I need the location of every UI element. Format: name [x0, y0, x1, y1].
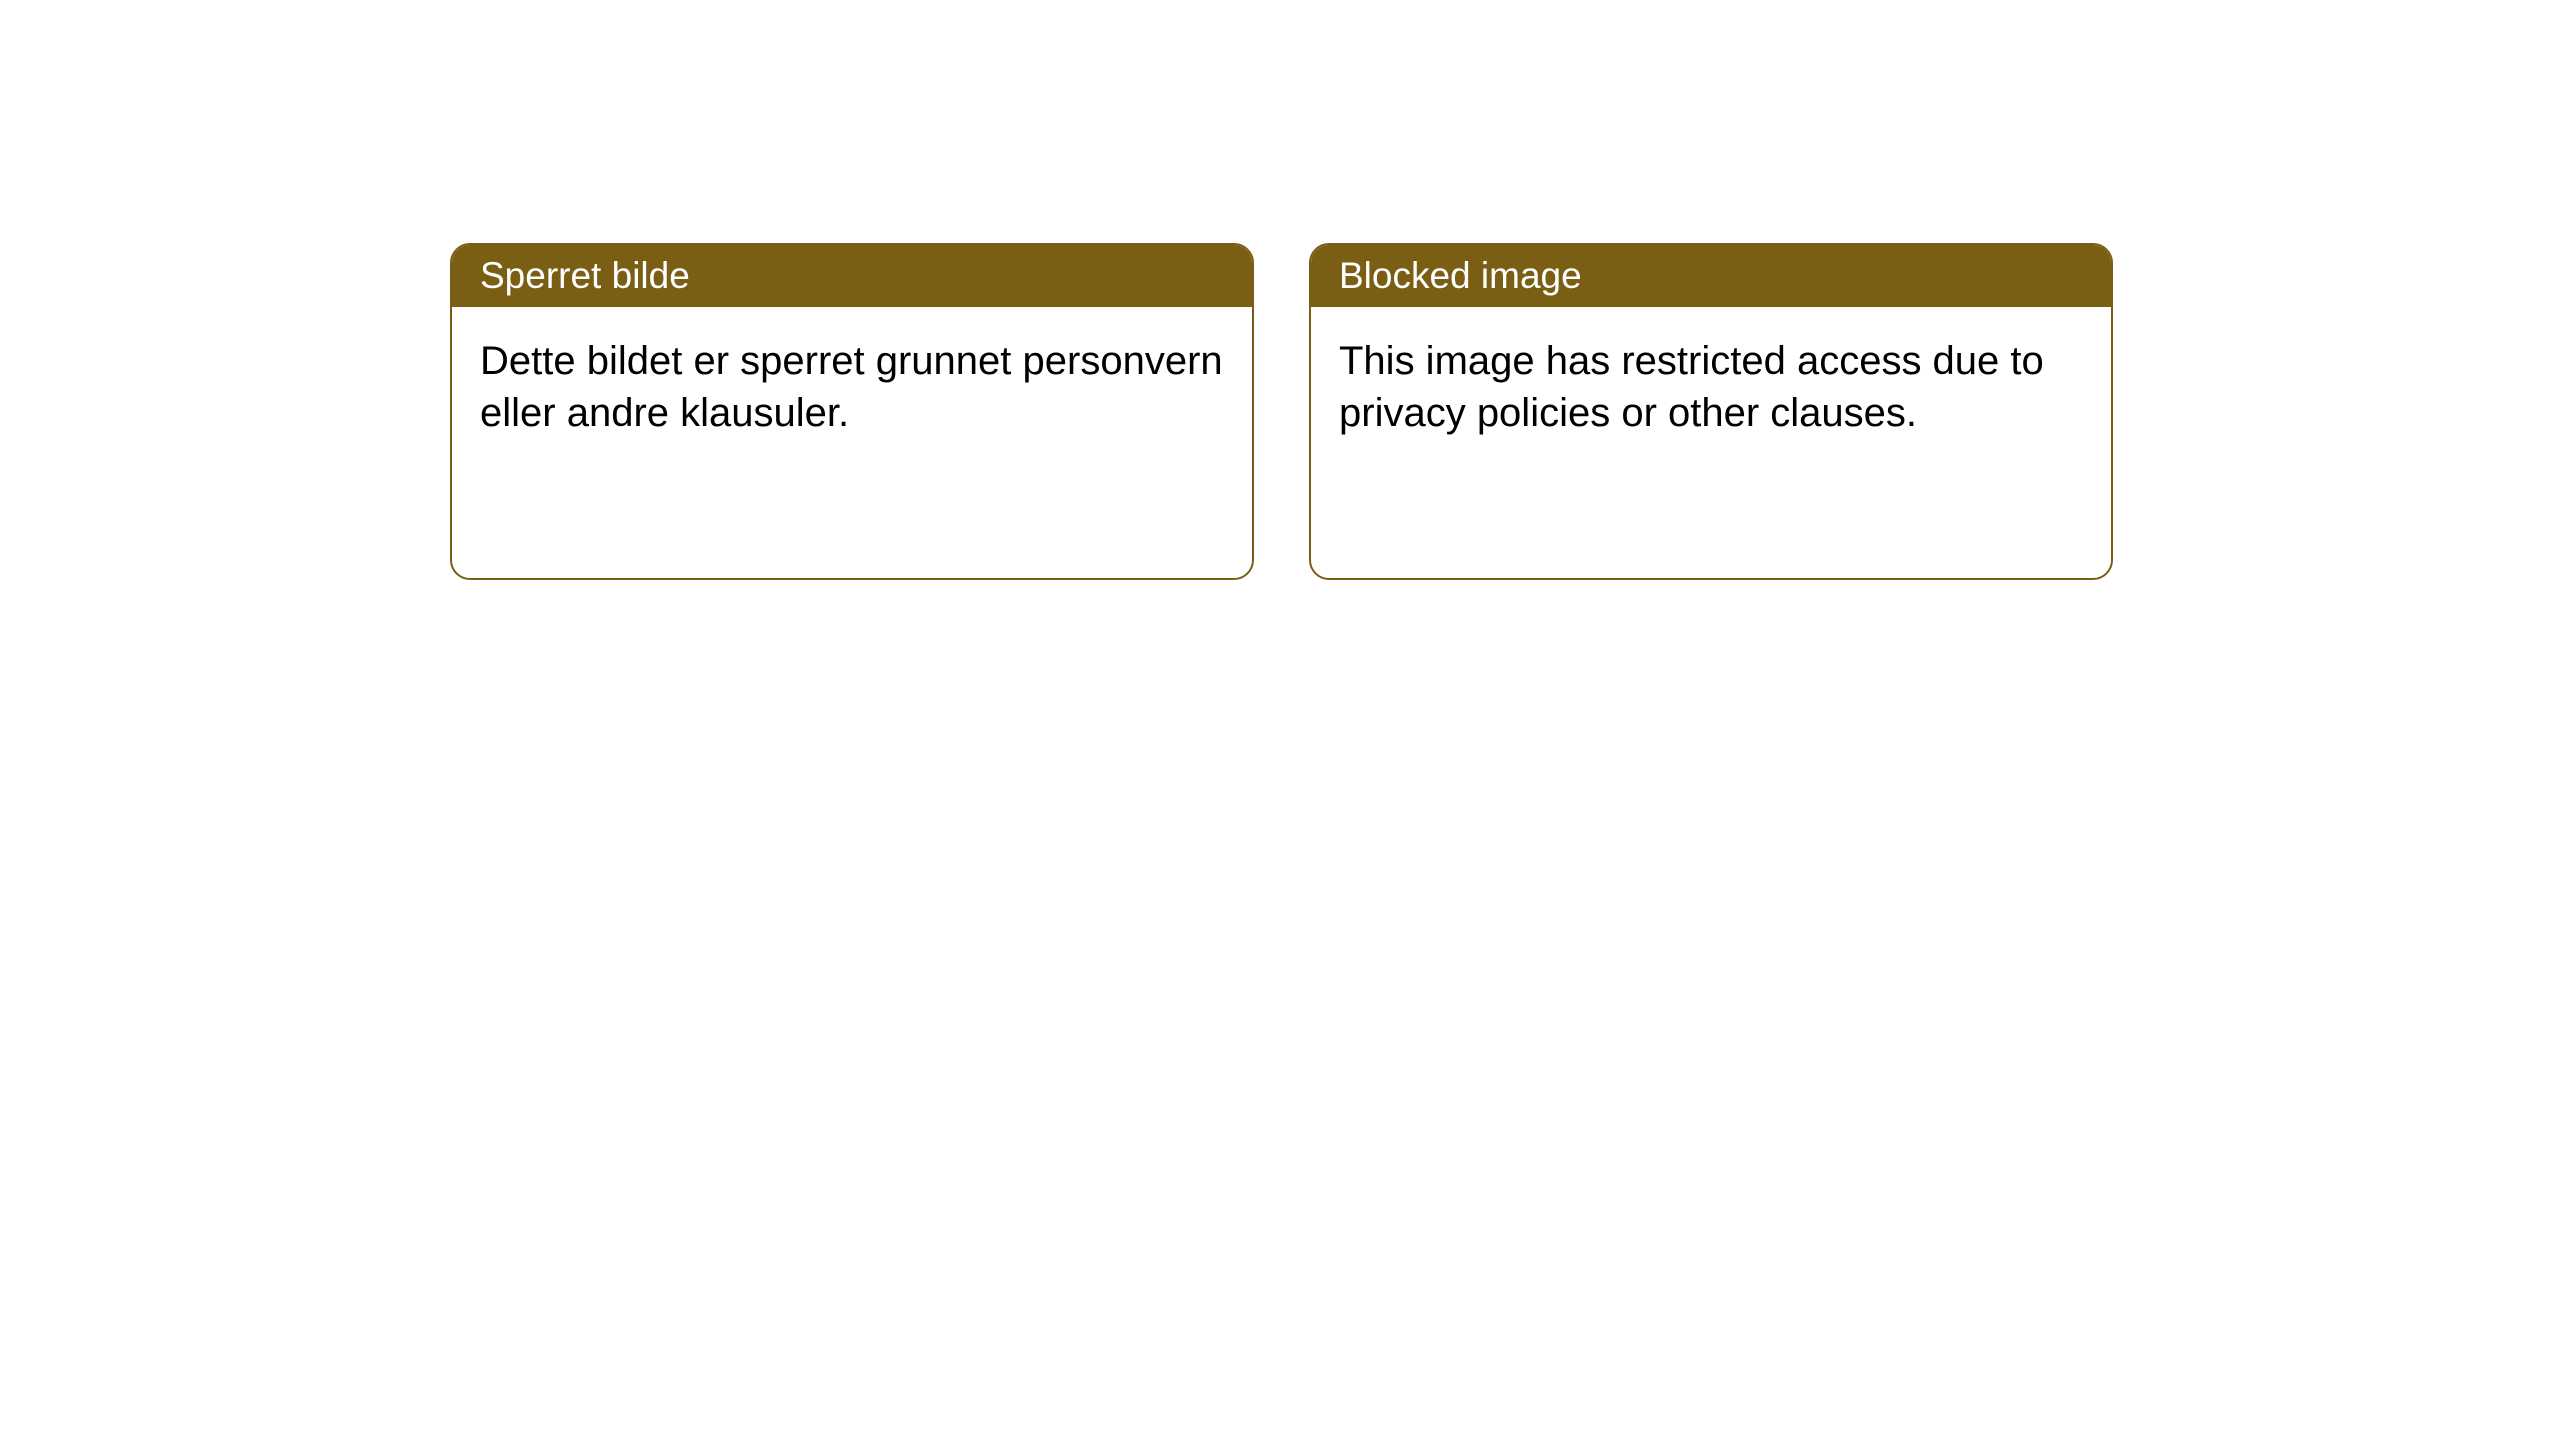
card-body: Dette bildet er sperret grunnet personve… — [452, 307, 1252, 467]
card-header: Sperret bilde — [452, 245, 1252, 307]
notice-card-norwegian: Sperret bilde Dette bildet er sperret gr… — [450, 243, 1254, 580]
card-body-text: This image has restricted access due to … — [1339, 339, 2044, 435]
card-body: This image has restricted access due to … — [1311, 307, 2111, 467]
notice-cards-container: Sperret bilde Dette bildet er sperret gr… — [450, 243, 2113, 580]
card-title: Blocked image — [1339, 255, 1582, 296]
card-header: Blocked image — [1311, 245, 2111, 307]
notice-card-english: Blocked image This image has restricted … — [1309, 243, 2113, 580]
card-title: Sperret bilde — [480, 255, 690, 296]
card-body-text: Dette bildet er sperret grunnet personve… — [480, 339, 1223, 435]
